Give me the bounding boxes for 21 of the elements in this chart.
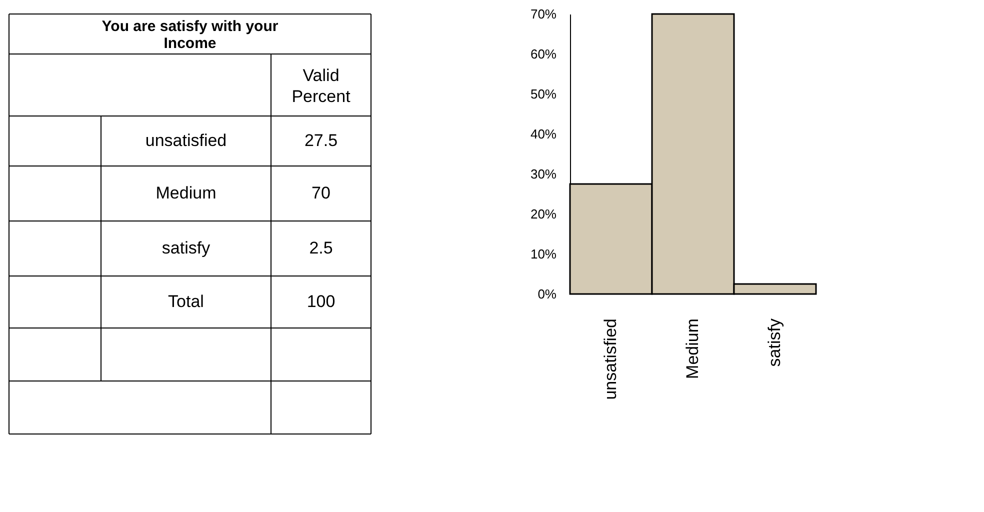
y-tick-label: 30% (530, 166, 557, 182)
category-label: unsatisfied (145, 131, 227, 150)
text: 70 (312, 184, 330, 202)
y-tick-label: 20% (530, 206, 557, 222)
y-tick-label: 70% (530, 6, 557, 22)
y-tick-label: 50% (530, 86, 557, 102)
text: You are satisfy with your Income (102, 18, 278, 52)
category-label: satisfy (162, 238, 210, 258)
x-tick-label: Medium (683, 318, 702, 379)
y-tick-label: 40% (530, 126, 557, 142)
x-tick-label: unsatisfied (601, 318, 620, 400)
category-label: Medium (156, 184, 216, 202)
text: Total (168, 292, 204, 311)
y-tick-label: 10% (530, 246, 557, 262)
x-tick-label: satisfy (765, 318, 784, 367)
text: 27.5 (304, 131, 338, 150)
y-tick-label: 0% (538, 286, 557, 302)
y-tick-label: 60% (530, 46, 557, 62)
text: Valid Percent (292, 66, 351, 106)
text: 2.5 (309, 238, 333, 258)
text: 100 (306, 292, 336, 311)
